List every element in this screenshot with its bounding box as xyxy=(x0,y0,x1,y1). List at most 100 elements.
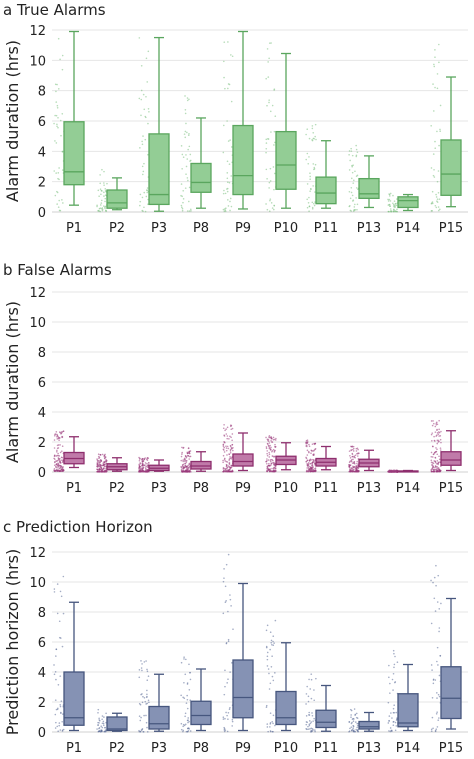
x-tick-label: P8 xyxy=(193,481,209,496)
data-point xyxy=(230,456,233,459)
data-point xyxy=(356,151,359,154)
data-point xyxy=(308,137,311,140)
data-point xyxy=(266,458,268,460)
data-point xyxy=(432,83,434,85)
data-point xyxy=(434,679,437,681)
data-point xyxy=(186,452,189,455)
data-point xyxy=(273,450,276,452)
data-point xyxy=(59,209,62,212)
data-point xyxy=(138,676,141,679)
data-point xyxy=(355,144,357,147)
data-point xyxy=(56,612,59,615)
data-point xyxy=(147,122,149,125)
data-point xyxy=(53,457,55,460)
data-point xyxy=(430,470,433,472)
data-point xyxy=(266,177,268,180)
data-point xyxy=(58,167,60,169)
x-tick-label: P11 xyxy=(314,221,338,236)
data-point xyxy=(98,468,101,470)
data-point xyxy=(56,106,59,109)
data-point xyxy=(431,190,434,193)
data-point xyxy=(266,624,269,627)
x-tick-label: P3 xyxy=(151,481,167,496)
data-point xyxy=(439,104,442,107)
data-point xyxy=(139,467,142,470)
data-point xyxy=(147,675,150,678)
data-point xyxy=(104,457,106,460)
data-point xyxy=(227,711,230,714)
data-point xyxy=(142,467,144,470)
data-point xyxy=(103,195,105,197)
data-point xyxy=(436,726,439,728)
data-point xyxy=(350,722,353,725)
data-point xyxy=(141,143,144,146)
x-tick-label: P2 xyxy=(109,481,125,496)
data-point xyxy=(348,190,351,193)
data-point xyxy=(266,470,268,473)
data-point xyxy=(222,466,225,469)
data-point xyxy=(229,450,232,452)
data-point xyxy=(222,459,224,462)
data-point xyxy=(225,465,228,468)
data-point xyxy=(355,450,358,452)
y-axis-label: Alarm duration (hrs) xyxy=(3,40,22,202)
data-point xyxy=(309,469,312,471)
x-tick-label: P1 xyxy=(66,221,82,236)
data-point xyxy=(100,193,102,196)
data-point xyxy=(188,455,191,458)
data-point xyxy=(431,456,434,458)
data-point xyxy=(104,453,106,456)
data-point xyxy=(273,188,275,191)
data-point xyxy=(184,723,187,726)
data-point xyxy=(57,88,60,90)
data-point xyxy=(142,170,145,173)
data-point xyxy=(229,425,232,428)
data-point xyxy=(98,461,100,464)
data-point xyxy=(430,461,433,464)
data-point xyxy=(187,447,190,450)
data-point xyxy=(351,718,354,720)
data-point xyxy=(98,470,101,473)
data-point xyxy=(434,425,437,428)
data-point xyxy=(223,726,225,729)
data-point xyxy=(306,439,309,441)
data-point xyxy=(313,204,316,207)
data-point xyxy=(224,669,226,672)
data-point xyxy=(59,444,61,446)
data-point xyxy=(392,707,395,710)
data-point xyxy=(182,696,184,699)
data-point xyxy=(310,678,313,681)
data-point xyxy=(312,137,315,140)
data-point xyxy=(433,460,435,462)
data-point xyxy=(438,455,440,458)
data-point xyxy=(184,462,186,465)
data-point xyxy=(353,179,355,182)
data-point xyxy=(58,620,61,623)
data-point xyxy=(305,693,308,695)
data-point xyxy=(59,467,61,469)
data-point xyxy=(432,174,435,177)
data-point xyxy=(353,461,356,463)
data-point xyxy=(356,203,359,206)
data-point xyxy=(395,711,398,714)
data-point xyxy=(357,188,359,190)
data-point xyxy=(96,204,98,207)
data-point xyxy=(61,445,64,448)
y-tick-label: 6 xyxy=(38,376,46,391)
data-point xyxy=(273,130,276,133)
data-point xyxy=(270,448,272,451)
data-point xyxy=(307,450,310,453)
data-point xyxy=(184,187,187,189)
data-point xyxy=(140,64,143,67)
data-point xyxy=(56,190,58,193)
data-point xyxy=(183,458,186,461)
data-point xyxy=(61,150,64,153)
data-point xyxy=(266,726,269,728)
data-point xyxy=(436,460,439,462)
data-point xyxy=(435,584,437,587)
data-point xyxy=(182,463,185,466)
data-point xyxy=(57,457,60,459)
data-point xyxy=(59,461,61,464)
data-point xyxy=(56,433,58,436)
data-point xyxy=(268,101,270,104)
